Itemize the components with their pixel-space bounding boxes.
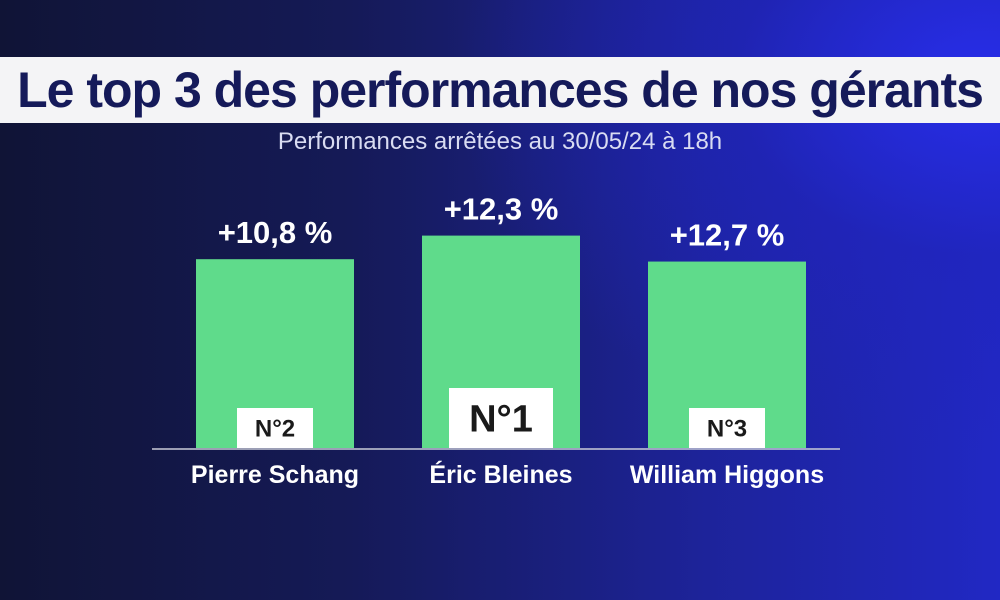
rank-label: N°2 — [255, 416, 295, 443]
rank-label: N°3 — [707, 416, 747, 443]
category-label: William Higgons — [630, 461, 824, 489]
chart-title: Le top 3 des performances de nos gérants — [17, 62, 984, 118]
rank-badge — [449, 388, 553, 448]
category-label: Pierre Schang — [191, 461, 359, 489]
title-band: Le top 3 des performances de nos gérants — [0, 57, 1000, 123]
data-label: +10,8 % — [218, 215, 333, 250]
chart-subtitle: Performances arrêtées au 30/05/24 à 18h — [277, 128, 723, 155]
rank-label: N°1 — [469, 399, 533, 441]
category-label: Éric Bleines — [429, 460, 572, 489]
rank-badge — [689, 408, 765, 448]
data-label: +12,3 % — [444, 192, 559, 227]
data-label: +12,7 % — [670, 218, 785, 253]
rank-badge — [237, 408, 313, 448]
